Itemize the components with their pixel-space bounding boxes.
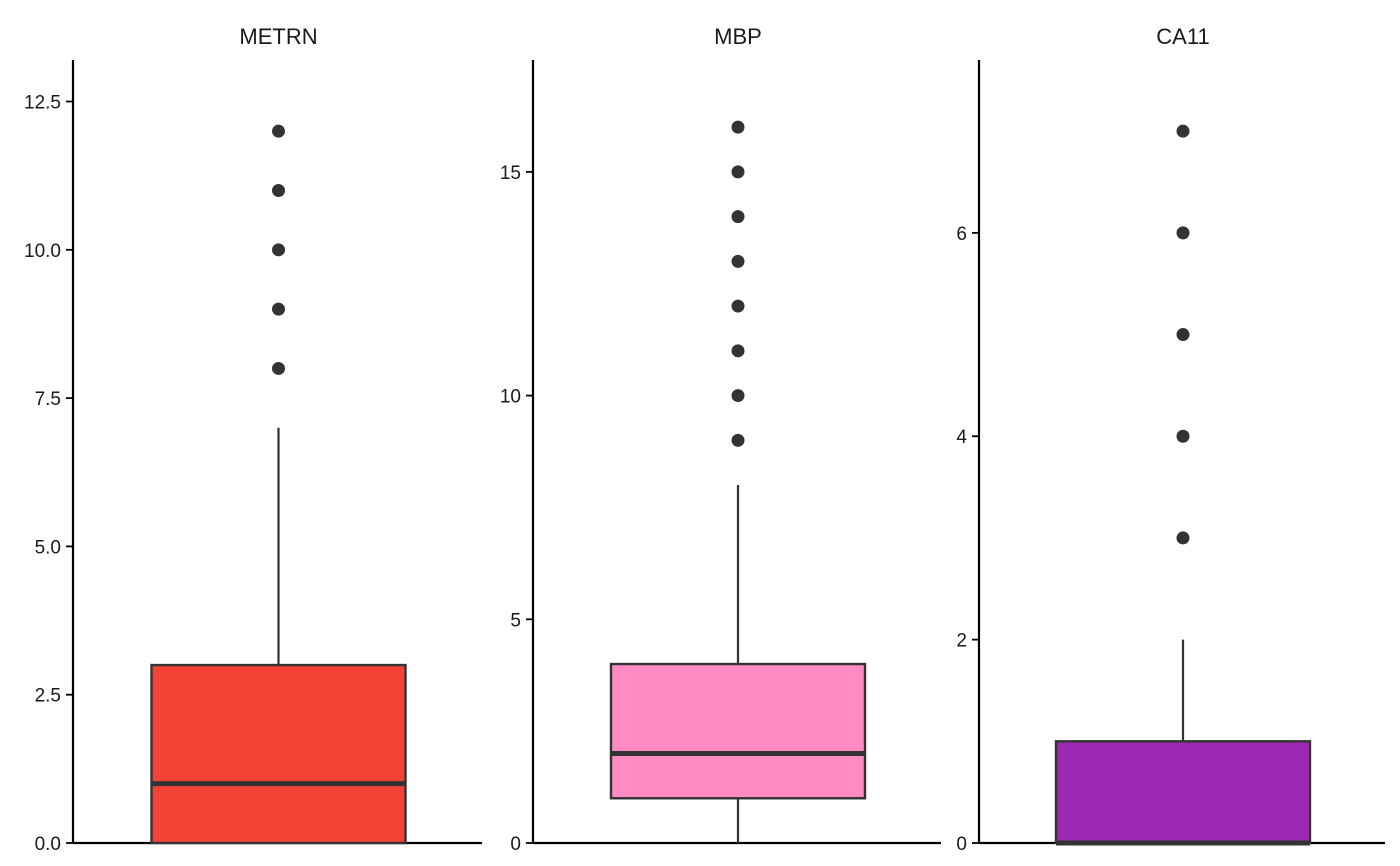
outlier-point-mbp xyxy=(731,389,745,403)
y-tick-label-metrn: 5.0 xyxy=(35,537,61,558)
y-tick-label-ca11: 6 xyxy=(956,224,967,245)
outlier-point-ca11 xyxy=(1176,328,1190,342)
outlier-point-metrn xyxy=(272,184,285,197)
y-tick-label-ca11: 0 xyxy=(956,834,967,855)
outlier-point-metrn xyxy=(272,302,285,316)
outlier-point-ca11 xyxy=(1176,124,1190,138)
outlier-point-metrn xyxy=(272,243,285,257)
y-tick-label-mbp: 10 xyxy=(500,387,521,408)
box-mbp xyxy=(609,662,867,800)
box-ca11 xyxy=(1054,740,1312,845)
y-tick-label-mbp: 5 xyxy=(510,610,521,631)
y-tick-label-metrn: 2.5 xyxy=(35,686,61,707)
y-tick-label-metrn: 10.0 xyxy=(24,241,61,262)
panel-title-ca11: CA11 xyxy=(1156,24,1209,49)
panel-title-metrn: METRN xyxy=(239,24,317,49)
outlier-point-mbp xyxy=(731,254,745,268)
y-tick-label-mbp: 15 xyxy=(500,163,521,184)
y-tick-label-ca11: 2 xyxy=(956,631,967,652)
y-tick-label-metrn: 0.0 xyxy=(35,834,61,855)
outlier-point-mbp xyxy=(731,433,745,447)
outlier-point-mbp xyxy=(731,165,745,179)
y-tick-label-metrn: 12.5 xyxy=(24,93,61,114)
outlier-point-mbp xyxy=(731,344,745,358)
outlier-point-ca11 xyxy=(1176,531,1190,545)
outlier-point-mbp xyxy=(731,210,745,224)
outlier-point-metrn xyxy=(272,361,285,375)
box-metrn xyxy=(150,663,407,845)
y-tick-label-metrn: 7.5 xyxy=(35,389,61,410)
y-tick-label-mbp: 0 xyxy=(510,834,521,855)
panel-title-mbp: MBP xyxy=(714,24,762,49)
outlier-point-ca11 xyxy=(1176,226,1190,240)
outlier-point-mbp xyxy=(731,120,745,134)
outlier-point-mbp xyxy=(731,299,745,313)
outlier-point-ca11 xyxy=(1176,429,1190,443)
y-tick-label-ca11: 4 xyxy=(956,427,967,448)
outlier-point-metrn xyxy=(272,124,285,138)
